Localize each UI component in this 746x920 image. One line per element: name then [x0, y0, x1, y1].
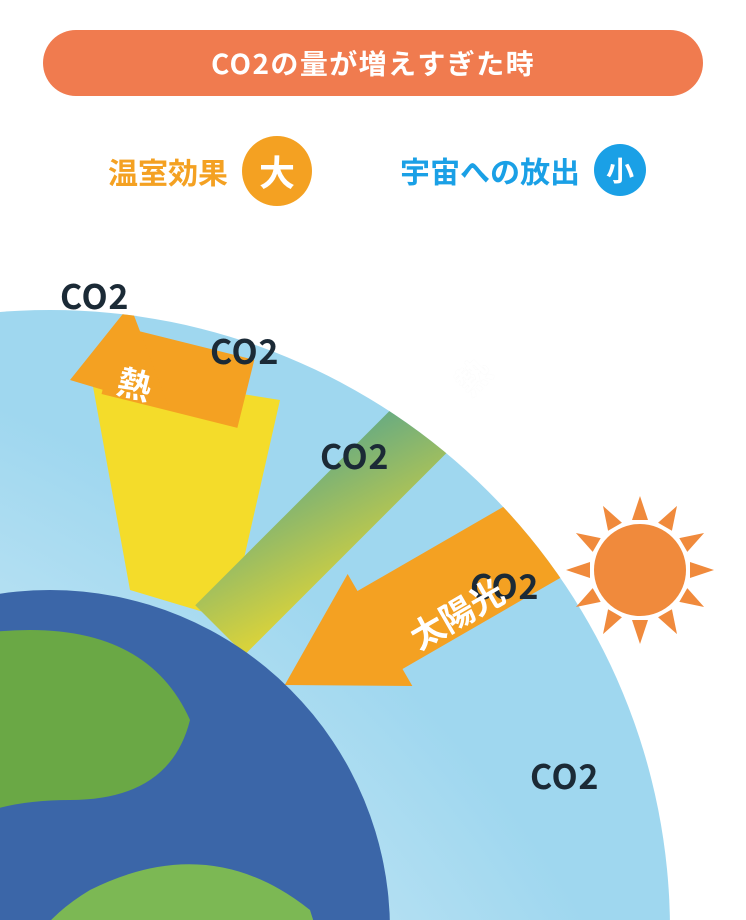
co2-label: CO2 — [320, 430, 389, 479]
co2-label: CO2 — [60, 270, 129, 319]
diagram: CO2CO2CO2CO2CO2 熱 太陽光 熱 — [0, 230, 746, 920]
title-pill: CO2の量が増えすぎた時 — [43, 30, 703, 96]
legend-greenhouse-label: 温室効果 — [108, 149, 228, 193]
co2-label: CO2 — [470, 560, 539, 609]
legend-emission: 宇宙への放出 小 — [400, 144, 646, 196]
co2-label: CO2 — [530, 750, 599, 799]
title-text: CO2の量が増えすぎた時 — [211, 43, 535, 83]
legend-greenhouse-badge: 大 — [242, 136, 312, 206]
legend-emission-badge: 小 — [594, 144, 646, 196]
legend-emission-label: 宇宙への放出 — [400, 148, 580, 192]
diagram-svg — [0, 230, 746, 920]
co2-label: CO2 — [210, 325, 279, 374]
legend-greenhouse: 温室効果 大 — [108, 136, 312, 206]
legend: 温室効果 大 宇宙への放出 小 — [0, 130, 746, 220]
sun-icon — [566, 496, 714, 644]
